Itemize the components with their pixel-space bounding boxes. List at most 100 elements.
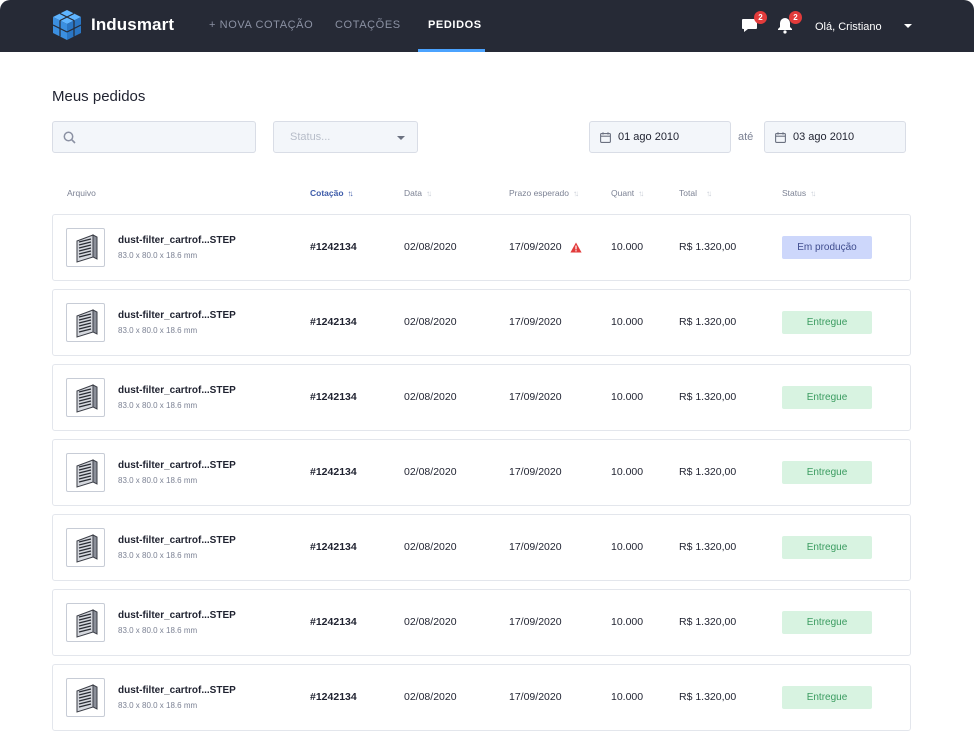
status-badge: Em produção: [782, 236, 872, 259]
file-name: dust-filter_cartrof...STEP: [118, 385, 236, 396]
file-dimensions: 83.0 x 80.0 x 18.6 mm: [118, 626, 198, 635]
status-badge: Entregue: [782, 386, 872, 409]
quote-number: #1242134: [310, 616, 357, 628]
notifications-button[interactable]: 2: [776, 11, 802, 36]
filter-part-icon: [76, 234, 98, 263]
file-dimensions: 83.0 x 80.0 x 18.6 mm: [118, 401, 198, 410]
quantity: 10.000: [611, 316, 644, 328]
expected-date: 17/09/2020: [509, 616, 562, 628]
file-name: dust-filter_cartrof...STEP: [118, 310, 236, 321]
messages-badge: 2: [754, 11, 767, 24]
status-badge: Entregue: [782, 686, 872, 709]
order-date: 02/08/2020: [404, 391, 457, 403]
column-header-quantity[interactable]: Quant ↑↓: [611, 188, 644, 198]
column-header-expected[interactable]: Prazo esperado ↑↓: [509, 188, 579, 198]
order-date: 02/08/2020: [404, 241, 457, 253]
file-dimensions: 83.0 x 80.0 x 18.6 mm: [118, 476, 198, 485]
column-header-total[interactable]: Total ↑↓: [679, 188, 712, 198]
sort-icon: ↑↓: [705, 188, 712, 198]
quantity: 10.000: [611, 616, 644, 628]
chevron-down-icon: [397, 136, 405, 140]
file-thumbnail: [66, 303, 105, 342]
filter-part-icon: [76, 309, 98, 338]
column-header-status[interactable]: Status ↑↓: [782, 188, 816, 198]
sort-icon: ↑↓: [810, 188, 816, 198]
total-price: R$ 1.320,00: [679, 691, 737, 703]
status-badge: Entregue: [782, 461, 872, 484]
nav-new-quote[interactable]: + NOVA COTAÇÃO: [209, 19, 314, 31]
order-row[interactable]: dust-filter_cartrof...STEP 83.0 x 80.0 x…: [52, 664, 911, 731]
date-to-field[interactable]: 03 ago 2010: [764, 121, 906, 153]
order-row[interactable]: dust-filter_cartrof...STEP 83.0 x 80.0 x…: [52, 514, 911, 581]
order-row[interactable]: dust-filter_cartrof...STEP 83.0 x 80.0 x…: [52, 589, 911, 656]
file-dimensions: 83.0 x 80.0 x 18.6 mm: [118, 251, 198, 260]
brand-name: Indusmart: [91, 15, 175, 34]
filter-part-icon: [76, 459, 98, 488]
search-field[interactable]: [52, 121, 256, 153]
file-dimensions: 83.0 x 80.0 x 18.6 mm: [118, 551, 198, 560]
filter-part-icon: [76, 534, 98, 563]
quantity: 10.000: [611, 466, 644, 478]
warning-icon: [570, 242, 582, 253]
order-row[interactable]: dust-filter_cartrof...STEP 83.0 x 80.0 x…: [52, 364, 911, 431]
file-thumbnail: [66, 678, 105, 717]
quantity: 10.000: [611, 241, 644, 253]
column-header-quote[interactable]: Cotação ↑↓: [310, 188, 354, 198]
order-date: 02/08/2020: [404, 691, 457, 703]
date-to-value: 03 ago 2010: [793, 131, 855, 143]
nav-quotes[interactable]: COTAÇÕES: [335, 19, 401, 31]
quote-number: #1242134: [310, 316, 357, 328]
cube-logo-icon: [52, 10, 82, 40]
sort-icon: ↑↓: [425, 188, 432, 198]
expected-date: 17/09/2020: [509, 691, 562, 703]
order-date: 02/08/2020: [404, 541, 457, 553]
order-row[interactable]: dust-filter_cartrof...STEP 83.0 x 80.0 x…: [52, 214, 911, 281]
filter-part-icon: [76, 684, 98, 713]
chevron-down-icon[interactable]: [904, 24, 912, 28]
file-thumbnail: [66, 603, 105, 642]
total-price: R$ 1.320,00: [679, 541, 737, 553]
column-label: Data: [404, 188, 422, 198]
column-header-file: Arquivo: [67, 188, 96, 198]
order-row[interactable]: dust-filter_cartrof...STEP 83.0 x 80.0 x…: [52, 289, 911, 356]
column-header-date[interactable]: Data ↑↓: [404, 188, 432, 198]
column-label: Arquivo: [67, 188, 96, 198]
total-price: R$ 1.320,00: [679, 241, 737, 253]
messages-button[interactable]: 2: [741, 11, 767, 36]
calendar-icon: [600, 132, 611, 143]
total-price: R$ 1.320,00: [679, 466, 737, 478]
order-date: 02/08/2020: [404, 316, 457, 328]
file-name: dust-filter_cartrof...STEP: [118, 235, 236, 246]
column-label: Quant: [611, 188, 635, 198]
order-date: 02/08/2020: [404, 466, 457, 478]
order-date: 02/08/2020: [404, 616, 457, 628]
file-name: dust-filter_cartrof...STEP: [118, 460, 236, 471]
total-price: R$ 1.320,00: [679, 316, 737, 328]
quote-number: #1242134: [310, 391, 357, 403]
calendar-icon: [775, 132, 786, 143]
quote-number: #1242134: [310, 691, 357, 703]
file-name: dust-filter_cartrof...STEP: [118, 685, 236, 696]
active-tab-indicator: [418, 49, 485, 52]
status-select[interactable]: Status...: [273, 121, 418, 153]
expected-date: 17/09/2020: [509, 391, 562, 403]
column-label: Status: [782, 188, 807, 198]
date-range-separator: até: [738, 131, 754, 143]
notifications-badge: 2: [789, 11, 802, 24]
status-select-placeholder: Status...: [290, 131, 331, 143]
expected-date: 17/09/2020: [509, 466, 562, 478]
filter-part-icon: [76, 609, 98, 638]
quantity: 10.000: [611, 391, 644, 403]
nav-orders[interactable]: PEDIDOS: [428, 19, 482, 31]
date-from-field[interactable]: 01 ago 2010: [589, 121, 731, 153]
chat-icon: [742, 19, 757, 32]
column-label: Cotação: [310, 188, 344, 198]
search-input[interactable]: [85, 122, 253, 152]
total-price: R$ 1.320,00: [679, 616, 737, 628]
date-from-value: 01 ago 2010: [618, 131, 680, 143]
order-row[interactable]: dust-filter_cartrof...STEP 83.0 x 80.0 x…: [52, 439, 911, 506]
brand[interactable]: Indusmart: [50, 8, 174, 42]
file-dimensions: 83.0 x 80.0 x 18.6 mm: [118, 326, 198, 335]
user-menu[interactable]: Olá, Cristiano: [815, 21, 882, 33]
quote-number: #1242134: [310, 466, 357, 478]
